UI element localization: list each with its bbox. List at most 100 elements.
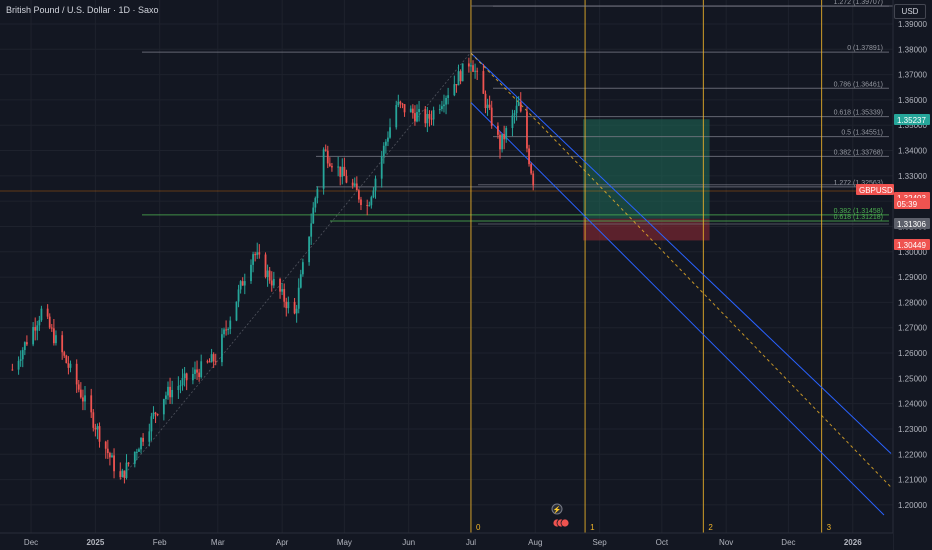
- candle-body: [285, 301, 288, 309]
- price-tag-box: [894, 198, 930, 209]
- time-tick-label: Oct: [656, 538, 669, 547]
- time-tick-label: Dec: [24, 538, 38, 547]
- candle-body: [268, 270, 271, 281]
- candle-body: [167, 386, 169, 396]
- candle-body: [503, 134, 506, 140]
- calendar-events-icon[interactable]: [560, 518, 570, 528]
- candle-body: [96, 426, 99, 430]
- candle-body: [411, 108, 414, 114]
- candle-body: [438, 109, 441, 111]
- event-markers[interactable]: ⚡: [551, 503, 570, 528]
- time-zone-label: 2: [708, 523, 713, 532]
- candle-body: [366, 205, 369, 207]
- candle-body: [453, 84, 456, 96]
- candle-body: [403, 104, 406, 113]
- candle-body: [63, 352, 66, 356]
- price-tag-label: 1.31306: [897, 220, 926, 229]
- candle-body: [212, 354, 215, 362]
- candle-body: [459, 71, 462, 82]
- candle-body: [501, 134, 503, 150]
- candle-body: [430, 118, 433, 120]
- fib-level-label: 0.382 (1.33768): [834, 149, 883, 156]
- price-tick-label: 1.34000: [898, 147, 927, 156]
- candle-body: [266, 270, 269, 278]
- price-tick-label: 1.33000: [898, 172, 927, 181]
- candle-body: [32, 326, 35, 345]
- candle-body: [90, 395, 93, 413]
- candle-body: [345, 176, 348, 183]
- candle-body: [424, 109, 427, 124]
- candle-body: [470, 65, 472, 67]
- candle-body: [461, 63, 464, 82]
- candle-body: [382, 145, 385, 157]
- price-tick-label: 1.37000: [898, 71, 927, 80]
- candle-body: [237, 289, 240, 302]
- candle-body: [360, 199, 362, 206]
- candle-body: [316, 188, 319, 199]
- time-axis[interactable]: Dec 2025 Feb Mar Apr May Jun Jul Aug Sep Oct Nov Dec…: [0, 532, 893, 550]
- candle-body: [432, 110, 435, 120]
- fib-retracement-lines: 1.272 (1.39707) 0 (1.37891) 0.786 (1.36461…: [0, 0, 893, 225]
- candle-body: [297, 287, 300, 309]
- candle-body: [511, 115, 514, 129]
- candle-body: [133, 451, 136, 464]
- candle-body: [312, 207, 315, 224]
- candle-body: [314, 198, 317, 208]
- candle-body: [113, 455, 115, 472]
- candle-body: [185, 373, 188, 381]
- candle-body: [339, 166, 342, 177]
- candle-body: [179, 385, 182, 387]
- price-tag-box: [894, 114, 930, 125]
- candle-body: [171, 390, 174, 398]
- price-tick-label: 1.35000: [898, 121, 927, 130]
- time-axis-background: [0, 533, 893, 550]
- lightning-icon[interactable]: [551, 503, 563, 515]
- candle-body: [169, 386, 171, 398]
- candle-body: [79, 389, 82, 398]
- candle-body: [206, 361, 209, 363]
- candle-body: [395, 105, 398, 128]
- candle-body: [287, 301, 290, 309]
- time-tick-label: Feb: [153, 538, 167, 547]
- candle-body: [214, 361, 217, 363]
- candle-body: [23, 342, 26, 351]
- candle-body: [152, 412, 155, 417]
- candle-body: [283, 289, 286, 302]
- candle-body: [154, 412, 157, 415]
- fib-level-label: 0.786 (1.36461): [834, 81, 883, 88]
- price-axis[interactable]: 1.20000 1.21000 1.22000 1.23000 1.24000 1.250…: [892, 0, 932, 550]
- candlestick-series: [11, 57, 535, 484]
- candle-body: [528, 148, 530, 165]
- candle-body: [84, 395, 86, 402]
- currency-selector[interactable]: USD: [894, 4, 926, 19]
- price-tick-label: 1.39000: [898, 20, 927, 29]
- candle-body: [353, 183, 356, 186]
- time-tick-label: Aug: [528, 538, 542, 547]
- candle-body: [123, 470, 126, 478]
- candle-body: [258, 252, 261, 255]
- candle-body: [445, 97, 447, 105]
- candle-body: [515, 105, 518, 114]
- candle-body: [530, 164, 533, 174]
- time-zone-label: 1: [590, 523, 595, 532]
- candle-body: [270, 280, 273, 286]
- candle-body: [486, 104, 489, 109]
- time-tick-label: May: [337, 538, 352, 547]
- candle-body: [227, 328, 230, 330]
- candle-body: [457, 71, 460, 86]
- candle-body: [401, 103, 404, 105]
- candle-body: [443, 104, 445, 107]
- time-tick-label: Jun: [402, 538, 415, 547]
- candle-body: [272, 279, 275, 286]
- candle-body: [331, 166, 333, 168]
- candle-body: [526, 111, 528, 149]
- candle-body: [221, 334, 223, 363]
- candle-body: [77, 384, 80, 390]
- candle-body: [254, 254, 257, 256]
- candle-body: [426, 114, 429, 124]
- price-tick-label: 1.36000: [898, 96, 927, 105]
- candle-body: [374, 178, 377, 191]
- fib-level-label: 1.272 (1.32563): [834, 180, 883, 187]
- candle-body: [165, 395, 167, 400]
